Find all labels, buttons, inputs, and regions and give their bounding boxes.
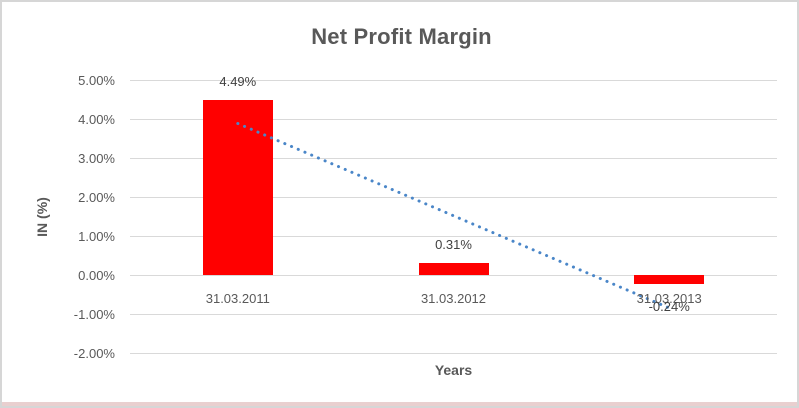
gridline [130,236,777,237]
bar-data-label: 0.31% [435,236,472,252]
trendline-segment[interactable] [236,122,671,310]
bar-series-net-profit-margin[interactable] [202,99,273,275]
plot-area: 31.03.2011 31.03.2012 31.03.2013 4.49% 0.31%… [130,74,777,354]
bar-data-label: -0.24% [648,299,690,315]
gridline [130,275,777,276]
bar-data-label: 4.49% [219,73,257,89]
category-label: 31.03.2011 [205,291,270,306]
category-label: 31.03.2012 [420,291,487,306]
gridline [130,119,777,120]
x-axis-title: Years [434,362,473,378]
y-tick-label: 4.00% [78,111,115,127]
y-tick-label: 2.00% [78,189,115,205]
gridline [130,353,777,354]
bottom-accent-strip [2,402,797,406]
y-tick-label: -1.00% [73,306,115,322]
gridline [130,314,777,315]
y-tick-label: -2.00% [73,345,115,361]
chart-title: Net Profit Margin [311,24,492,49]
y-axis-title: IN (%) [34,197,50,237]
category-label: 31.03.2013 [636,291,702,306]
bar-series-net-profit-margin[interactable] [418,262,489,275]
gridline [130,80,777,81]
y-tick-label: 0.00% [78,267,115,283]
bar-series-net-profit-margin[interactable] [634,275,705,285]
trendline-linear[interactable] [130,80,777,353]
y-tick-label: 3.00% [78,150,115,166]
gridline [130,197,777,198]
gridline [130,158,777,159]
y-tick-label: 5.00% [78,72,115,88]
y-tick-label: 1.00% [78,228,115,244]
